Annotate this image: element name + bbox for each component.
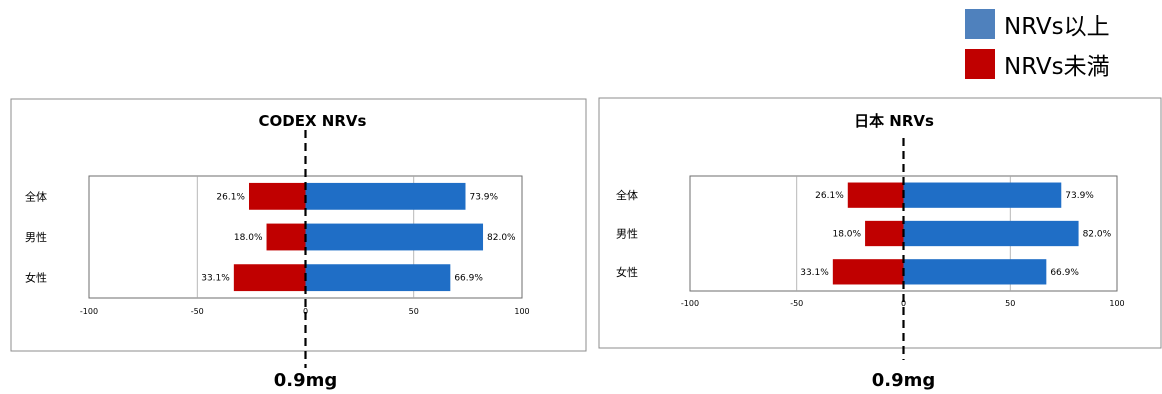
panel-1-data-label-above-0: 73.9% <box>1065 191 1094 201</box>
panel-1-data-label-above-1: 82.0% <box>1083 230 1112 240</box>
panel-1-tick-label-2: 0 <box>901 299 906 308</box>
panel-0-bar-above-0 <box>305 182 466 210</box>
panel-1-category-label-0: 全体 <box>616 188 638 202</box>
panel-1-plot-area <box>689 175 1118 292</box>
panel-1-data-label-below-0: 26.1% <box>815 191 844 201</box>
panel-1-bar-above-0 <box>903 182 1062 208</box>
panel-0-title: CODEX NRVs <box>259 112 367 130</box>
panel-1-tick-label-3: 50 <box>1005 299 1015 308</box>
panel-0-tick-label-0: -100 <box>80 307 98 316</box>
panel-0-bar-above-2 <box>305 264 451 292</box>
panel-0-tick-label-1: -50 <box>191 307 204 316</box>
panel-1-category-label-1: 男性 <box>616 227 638 241</box>
legend-swatch-above <box>965 9 995 39</box>
panel-0-data-label-above-2: 66.9% <box>454 274 483 284</box>
panel-0-data-label-below-2: 33.1% <box>201 274 230 284</box>
legend-label-below: NRVs未満 <box>1004 54 1110 80</box>
legend-swatch-below <box>965 49 995 79</box>
panel-1-bar-below-0 <box>847 182 904 208</box>
panel-0-bar-below-0 <box>248 182 306 210</box>
panel-0-category-label-0: 全体 <box>25 189 47 203</box>
legend-item-below: NRVs未満 <box>962 46 1158 80</box>
panel-1-data-label-below-1: 18.0% <box>832 230 861 240</box>
panel-1-data-label-below-2: 33.1% <box>800 268 829 278</box>
legend-item-above: NRVs以上 <box>962 6 1158 40</box>
panel-1-bar-above-1 <box>903 220 1079 247</box>
panel-0-data-label-above-1: 82.0% <box>487 233 516 243</box>
panel-1-tick-label-1: -50 <box>790 299 803 308</box>
panel-1-data-label-above-2: 66.9% <box>1050 268 1079 278</box>
panel-1-tick-label-0: -100 <box>681 299 699 308</box>
panel-0-bar-above-1 <box>305 223 484 251</box>
panel-1-bar-below-2 <box>832 259 904 285</box>
panel-0-category-label-2: 女性 <box>25 271 47 285</box>
legend: NRVs以上 NRVs未満 <box>962 6 1158 86</box>
panel-0-tick-label-4: 100 <box>514 307 529 316</box>
panel-1-category-label-2: 女性 <box>616 265 638 279</box>
panel-0-category-label-1: 男性 <box>25 230 47 244</box>
panel-0-tick-label-2: 0 <box>303 307 308 316</box>
panel-1-tick-label-4: 100 <box>1109 299 1124 308</box>
panel-1-bar-below-1 <box>865 220 904 247</box>
panel-1-reference-label: 0.9mg <box>872 370 936 391</box>
panel-0-bar-below-2 <box>233 264 306 292</box>
panel-0-data-label-below-0: 26.1% <box>216 192 245 202</box>
panel-0-data-label-below-1: 18.0% <box>234 233 263 243</box>
panel-0-bar-below-1 <box>266 223 306 251</box>
panel-0-data-label-above-0: 73.9% <box>469 192 498 202</box>
panel-1-bar-above-2 <box>903 259 1047 285</box>
panel-0-tick-label-3: 50 <box>409 307 419 316</box>
panel-1-title: 日本 NRVs <box>854 112 934 130</box>
panel-0-reference-label: 0.9mg <box>274 370 338 391</box>
legend-label-above: NRVs以上 <box>1004 14 1110 40</box>
